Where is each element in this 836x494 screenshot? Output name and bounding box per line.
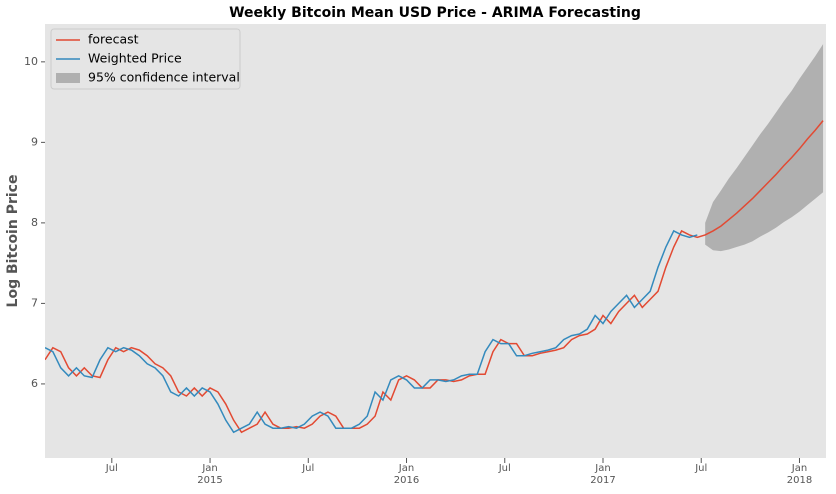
legend-box	[50, 28, 241, 90]
chart-title: Weekly Bitcoin Mean USD Price - ARIMA Fo…	[229, 5, 641, 21]
y-tick-label: 6	[31, 377, 38, 390]
legend-swatch	[56, 73, 80, 83]
y-tick-label: 7	[31, 296, 38, 309]
series-line	[45, 229, 698, 434]
y-tick-label: 9	[31, 135, 38, 148]
legend-label: forecast	[88, 32, 139, 47]
x-tick-label: Jan 2017	[590, 463, 616, 486]
y-axis-label: Log Bitcoin Price	[5, 175, 21, 308]
legend-label: Weighted Price	[88, 51, 182, 66]
x-tick-label: Jul	[498, 463, 511, 474]
confidence-band	[705, 44, 824, 252]
legend-label: 95% confidence interval	[88, 70, 240, 85]
x-tick-label: Jan 2015	[197, 463, 223, 486]
x-tick-label: Jul	[105, 463, 118, 474]
x-tick-label: Jan 2018	[786, 463, 813, 486]
x-tick-label: Jul	[302, 463, 315, 474]
x-tick-label: Jul	[695, 463, 708, 474]
y-tick-label: 10	[24, 55, 38, 68]
y-tick-label: 8	[31, 216, 38, 229]
x-tick-label: Jan 2016	[393, 463, 420, 486]
